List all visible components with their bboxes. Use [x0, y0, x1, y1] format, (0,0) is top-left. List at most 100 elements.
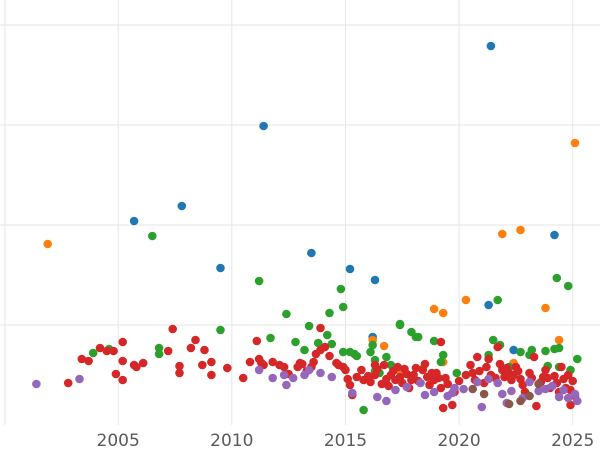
- data-point: [482, 362, 491, 372]
- data-point: [393, 362, 403, 372]
- data-point: [313, 338, 323, 348]
- data-point: [541, 303, 550, 313]
- data-point: [493, 378, 503, 388]
- data-point: [468, 368, 478, 378]
- data-point: [402, 369, 412, 379]
- data-point: [259, 121, 268, 131]
- data-point: [282, 309, 291, 319]
- data-point: [468, 384, 478, 394]
- data-point: [488, 335, 498, 345]
- data-point: [63, 378, 73, 388]
- data-point: [493, 295, 503, 305]
- data-point: [466, 360, 475, 370]
- data-point: [534, 379, 543, 389]
- data-point: [548, 381, 557, 391]
- data-point: [309, 357, 318, 367]
- data-point: [504, 399, 514, 409]
- data-point: [509, 345, 518, 355]
- data-point: [525, 377, 534, 387]
- data-point: [32, 379, 41, 389]
- data-point: [300, 345, 309, 355]
- data-point: [138, 358, 148, 368]
- data-point: [254, 276, 264, 286]
- data-point: [118, 375, 127, 385]
- data-point: [563, 370, 573, 380]
- data-point: [443, 379, 453, 389]
- data-point: [529, 352, 539, 362]
- data-point: [366, 347, 375, 357]
- data-point: [438, 350, 448, 360]
- data-point: [461, 370, 471, 380]
- data-point: [84, 356, 93, 366]
- data-point: [266, 333, 275, 343]
- data-point: [216, 325, 225, 335]
- data-point: [148, 231, 157, 241]
- data-point: [493, 342, 503, 352]
- data-point: [566, 400, 575, 410]
- data-point: [168, 324, 177, 334]
- data-point: [338, 347, 348, 357]
- data-point: [382, 352, 391, 362]
- data-point: [370, 275, 380, 285]
- data-point: [191, 335, 200, 345]
- data-point: [557, 362, 566, 372]
- data-point: [177, 201, 187, 211]
- data-point: [382, 396, 391, 406]
- data-point: [129, 216, 139, 226]
- data-point: [452, 368, 462, 378]
- data-point: [175, 361, 184, 371]
- data-point: [373, 364, 382, 374]
- data-point: [554, 392, 564, 402]
- data-point: [102, 346, 112, 356]
- data-point: [450, 383, 459, 393]
- data-point: [525, 391, 534, 401]
- data-point: [409, 370, 418, 380]
- data-point: [75, 374, 84, 384]
- data-point: [288, 373, 298, 383]
- series-6: [468, 379, 543, 409]
- data-point: [518, 380, 527, 390]
- data-point: [573, 354, 582, 364]
- data-point: [298, 359, 307, 369]
- data-point: [111, 369, 121, 379]
- data-point: [507, 386, 516, 396]
- data-point: [304, 365, 314, 375]
- y-gridlines: [0, 24, 600, 326]
- series-2: [43, 138, 580, 376]
- x-tick-label: 2020: [437, 431, 480, 450]
- data-point: [327, 339, 337, 349]
- data-point: [477, 402, 487, 412]
- data-point: [516, 347, 525, 357]
- data-point: [534, 386, 543, 396]
- data-point: [513, 366, 523, 376]
- data-point: [473, 377, 482, 387]
- data-point: [132, 362, 141, 372]
- data-point: [338, 302, 348, 312]
- data-point: [541, 384, 550, 394]
- data-point: [336, 284, 346, 294]
- data-point: [429, 336, 439, 346]
- series-4: [63, 323, 580, 413]
- data-point: [454, 376, 464, 386]
- data-point: [554, 335, 564, 345]
- data-point: [316, 368, 325, 378]
- data-point: [484, 300, 493, 310]
- data-point: [563, 281, 573, 291]
- data-point: [43, 239, 52, 249]
- data-point: [384, 381, 393, 391]
- data-point: [550, 371, 559, 381]
- data-point: [436, 357, 446, 367]
- data-point: [304, 321, 314, 331]
- data-point: [554, 343, 564, 353]
- data-point: [379, 360, 389, 370]
- x-tick-label: 2015: [324, 431, 367, 450]
- data-point: [154, 349, 164, 359]
- data-point: [436, 383, 446, 393]
- data-point: [186, 343, 196, 353]
- data-point: [541, 365, 550, 375]
- data-point: [411, 363, 421, 373]
- data-point: [238, 373, 248, 383]
- data-point: [434, 373, 443, 383]
- data-point: [438, 308, 448, 318]
